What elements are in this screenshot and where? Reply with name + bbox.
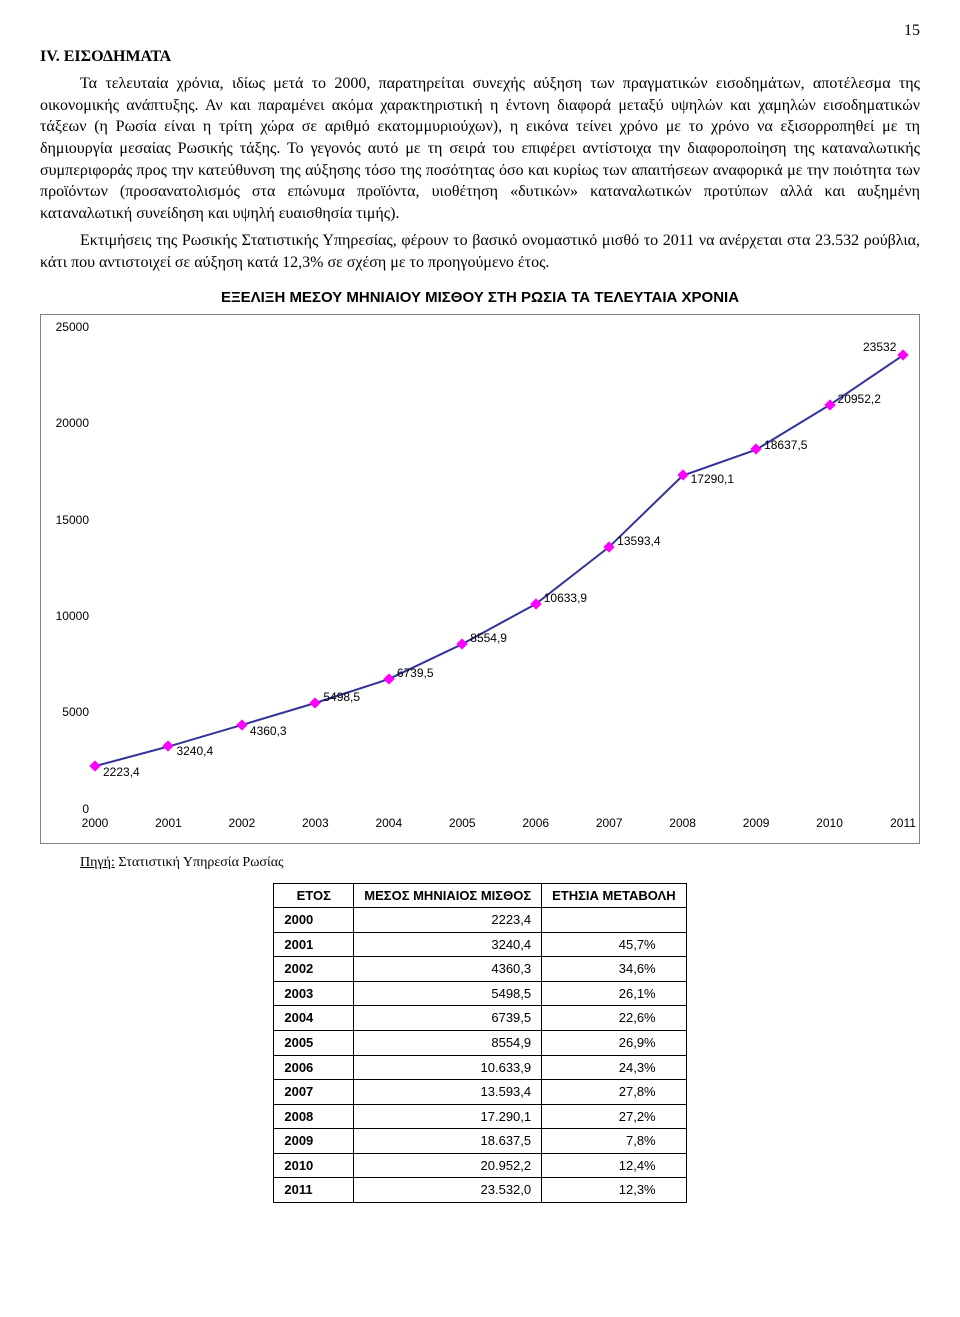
chart-point-label: 5498,5: [323, 689, 360, 705]
chart-point-label: 18637,5: [764, 437, 807, 453]
chart-point-label: 3240,4: [176, 743, 213, 759]
cell-change: 27,8%: [542, 1080, 687, 1105]
cell-salary: 3240,4: [354, 932, 542, 957]
table-row: 200918.637,57,8%: [274, 1129, 686, 1154]
cell-change: 26,9%: [542, 1030, 687, 1055]
chart-point-label: 23532: [863, 339, 896, 355]
cell-change: 22,6%: [542, 1006, 687, 1031]
table-row: 20024360,334,6%: [274, 957, 686, 982]
cell-change: 27,2%: [542, 1104, 687, 1129]
section-title: IV. ΕΙΣΟΔΗΜΑΤΑ: [40, 46, 920, 68]
table-row: 201020.952,212,4%: [274, 1153, 686, 1178]
cell-salary: 13.593,4: [354, 1080, 542, 1105]
chart-point-label: 6739,5: [397, 665, 434, 681]
chart-point-label: 13593,4: [617, 533, 660, 549]
chart-point-label: 8554,9: [470, 630, 507, 646]
x-axis-label: 2010: [816, 815, 843, 831]
cell-change: 26,1%: [542, 981, 687, 1006]
cell-salary: 10.633,9: [354, 1055, 542, 1080]
salary-chart: 0500010000150002000025000200020012002200…: [40, 314, 920, 844]
x-axis-label: 2002: [229, 815, 256, 831]
cell-salary: 18.637,5: [354, 1129, 542, 1154]
table-row: 20046739,522,6%: [274, 1006, 686, 1031]
th-salary: ΜΕΣΟΣ ΜΗΝΙΑΙΟΣ ΜΙΣΘΟΣ: [354, 883, 542, 908]
cell-year: 2005: [274, 1030, 354, 1055]
x-axis-label: 2004: [375, 815, 402, 831]
cell-salary: 2223,4: [354, 908, 542, 933]
chart-point-label: 20952,2: [838, 391, 881, 407]
cell-year: 2007: [274, 1080, 354, 1105]
cell-year: 2002: [274, 957, 354, 982]
chart-point-label: 2223,4: [103, 764, 140, 780]
salary-table: ΕΤΟΣ ΜΕΣΟΣ ΜΗΝΙΑΙΟΣ ΜΙΣΘΟΣ ΕΤΗΣΙΑ ΜΕΤΑΒΟ…: [273, 883, 686, 1203]
cell-year: 2006: [274, 1055, 354, 1080]
cell-salary: 20.952,2: [354, 1153, 542, 1178]
cell-year: 2001: [274, 932, 354, 957]
x-axis-label: 2011: [890, 815, 916, 831]
x-axis-label: 2000: [82, 815, 109, 831]
cell-year: 2003: [274, 981, 354, 1006]
table-row: 200713.593,427,8%: [274, 1080, 686, 1105]
x-axis-label: 2003: [302, 815, 329, 831]
cell-year: 2011: [274, 1178, 354, 1203]
cell-salary: 4360,3: [354, 957, 542, 982]
source-label: Πηγή:: [80, 855, 115, 870]
page-number: 15: [40, 20, 920, 42]
y-axis-label: 15000: [56, 511, 89, 527]
cell-change: 24,3%: [542, 1055, 687, 1080]
cell-year: 2004: [274, 1006, 354, 1031]
cell-change: 34,6%: [542, 957, 687, 982]
cell-salary: 17.290,1: [354, 1104, 542, 1129]
x-axis-label: 2001: [155, 815, 182, 831]
y-axis-label: 5000: [62, 704, 89, 720]
paragraph-1: Τα τελευταία χρόνια, ιδίως μετά το 2000,…: [40, 73, 920, 224]
x-axis-label: 2008: [669, 815, 696, 831]
table-row: 201123.532,012,3%: [274, 1178, 686, 1203]
cell-change: 7,8%: [542, 1129, 687, 1154]
y-axis-label: 20000: [56, 415, 89, 431]
cell-year: 2000: [274, 908, 354, 933]
y-axis-label: 10000: [56, 608, 89, 624]
cell-year: 2008: [274, 1104, 354, 1129]
chart-source: Πηγή: Στατιστική Υπηρεσία Ρωσίας: [80, 854, 920, 873]
table-row: 20035498,526,1%: [274, 981, 686, 1006]
cell-salary: 23.532,0: [354, 1178, 542, 1203]
th-year: ΕΤΟΣ: [274, 883, 354, 908]
chart-title: ΕΞΕΛΙΞΗ ΜΕΣΟΥ ΜΗΝΙΑΙΟΥ ΜΙΣΘΟΥ ΣΤΗ ΡΩΣΙΑ …: [40, 288, 920, 308]
cell-salary: 5498,5: [354, 981, 542, 1006]
cell-year: 2010: [274, 1153, 354, 1178]
chart-point-label: 10633,9: [544, 590, 587, 606]
cell-change: 12,4%: [542, 1153, 687, 1178]
x-axis-label: 2006: [522, 815, 549, 831]
th-change: ΕΤΗΣΙΑ ΜΕΤΑΒΟΛΗ: [542, 883, 687, 908]
cell-change: 45,7%: [542, 932, 687, 957]
chart-point-label: 4360,3: [250, 723, 287, 739]
cell-salary: 6739,5: [354, 1006, 542, 1031]
paragraph-2: Εκτιμήσεις της Ρωσικής Στατιστικής Υπηρε…: [40, 230, 920, 273]
x-axis-label: 2007: [596, 815, 623, 831]
table-row: 20058554,926,9%: [274, 1030, 686, 1055]
x-axis-label: 2005: [449, 815, 476, 831]
cell-year: 2009: [274, 1129, 354, 1154]
table-row: 20013240,445,7%: [274, 932, 686, 957]
chart-point-label: 17290,1: [691, 471, 734, 487]
table-row: 20002223,4: [274, 908, 686, 933]
x-axis-label: 2009: [743, 815, 770, 831]
table-row: 200817.290,127,2%: [274, 1104, 686, 1129]
cell-change: [542, 908, 687, 933]
y-axis-label: 25000: [56, 319, 89, 335]
cell-change: 12,3%: [542, 1178, 687, 1203]
table-row: 200610.633,924,3%: [274, 1055, 686, 1080]
source-text: Στατιστική Υπηρεσία Ρωσίας: [115, 855, 284, 870]
cell-salary: 8554,9: [354, 1030, 542, 1055]
